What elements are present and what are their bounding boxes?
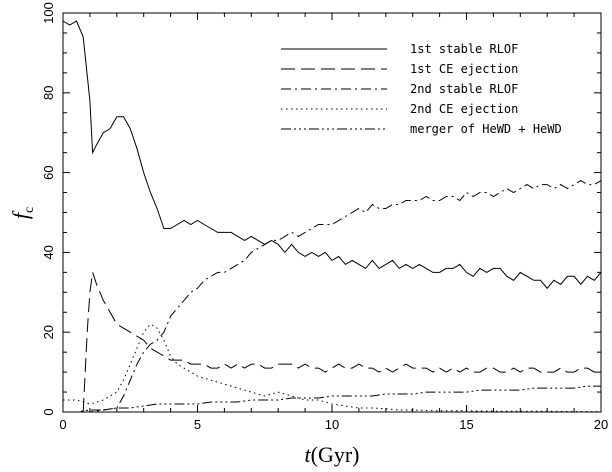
y-axis-title-sub: c	[22, 207, 37, 213]
series-line-5	[63, 385, 601, 413]
series-line-2	[82, 272, 601, 413]
legend-label: merger of HeWD + HeWD	[410, 122, 562, 136]
x-tick-label: 20	[594, 417, 608, 432]
series-line-1	[62, 20, 602, 290]
y-tick-label: 0	[41, 408, 56, 415]
plot-frame	[62, 12, 602, 413]
legend-label: 2nd CE ejection	[410, 102, 518, 116]
legend-label: 1st CE ejection	[410, 62, 518, 76]
x-tick-label: 10	[325, 417, 339, 432]
x-axis-title-unit: (Gyr)	[311, 442, 360, 467]
legend-label: 1st stable RLOF	[410, 42, 518, 56]
y-axis-title-var: f	[8, 210, 33, 219]
y-tick-label: 20	[41, 325, 56, 339]
x-tick-label: 15	[459, 417, 473, 432]
x-axis-title-var: t	[305, 442, 312, 467]
y-tick-label: 40	[41, 245, 56, 259]
x-axis-title: t(Gyr)	[305, 442, 360, 467]
axis-ticks: 0 5 10 15 20 0 20 40 60 80 100	[41, 2, 608, 432]
y-tick-label: 80	[41, 86, 56, 100]
y-tick-label: 100	[41, 2, 56, 24]
series-layer	[62, 20, 602, 413]
y-tick-label: 60	[41, 165, 56, 179]
series-line-3	[63, 180, 602, 413]
legend: 1st stable RLOF 1st CE ejection 2nd stable…	[281, 42, 562, 136]
y-axis-title: fc	[8, 207, 37, 219]
x-tick-label: 5	[194, 417, 201, 432]
legend-label: 2nd stable RLOF	[410, 82, 518, 96]
x-tick-label: 0	[59, 417, 66, 432]
series-line-4	[63, 323, 601, 413]
